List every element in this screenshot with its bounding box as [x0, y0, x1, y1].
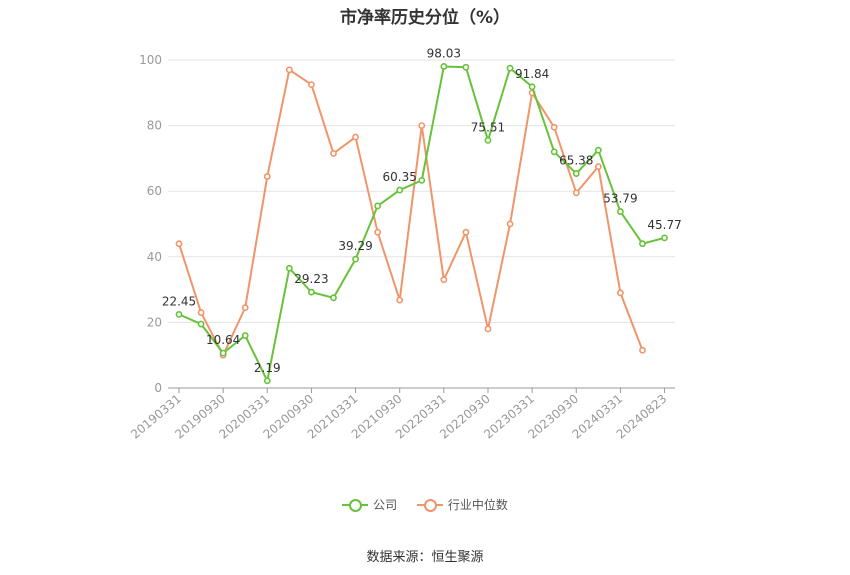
y-tick-label: 80 [147, 119, 162, 133]
data-point [462, 63, 470, 71]
data-label: 98.03 [427, 46, 461, 60]
chart-title: 市净率历史分位（%） [339, 8, 511, 28]
data-point [462, 228, 470, 236]
data-label: 65.38 [559, 154, 593, 168]
data-source-note: 数据来源：恒生聚源 [366, 550, 484, 565]
legend-item-industry-median[interactable]: 行业中位数 [416, 496, 508, 513]
data-point [661, 234, 668, 242]
data-point [572, 189, 580, 197]
y-tick-label: 60 [147, 184, 162, 198]
data-point [330, 150, 337, 157]
data-label: 29.23 [294, 272, 328, 286]
legend-industry-label: 行业中位数 [447, 498, 508, 512]
data-point [285, 264, 293, 272]
data-point [197, 320, 205, 328]
data-point [484, 136, 492, 144]
data-point [484, 325, 492, 333]
data-point [396, 186, 404, 194]
series-line-0 [178, 65, 665, 382]
data-label: 91.84 [515, 67, 549, 81]
data-point [352, 133, 359, 141]
data-point [550, 123, 558, 131]
data-point [506, 220, 514, 228]
y-tick-label: 20 [147, 315, 162, 329]
data-point [528, 83, 536, 91]
legend-company-marker-icon [342, 498, 369, 512]
y-tick-label: 100 [139, 53, 162, 67]
y-tick-label: 0 [154, 381, 162, 395]
data-point [197, 309, 205, 316]
data-point [594, 146, 602, 154]
data-point [308, 81, 315, 88]
data-point [639, 240, 646, 248]
data-label: 45.77 [647, 218, 681, 232]
data-point [352, 255, 359, 263]
data-point [550, 148, 558, 156]
data-label: 39.29 [338, 239, 372, 253]
legend-item-company[interactable]: 公司 [342, 496, 397, 513]
data-point [418, 176, 426, 184]
data-point [330, 294, 337, 302]
data-point [572, 170, 580, 177]
legend: 公司 行业中位数 [0, 496, 850, 515]
legend-company-label: 公司 [373, 498, 398, 512]
data-point [241, 332, 249, 339]
data-label: 10.64 [206, 333, 240, 347]
legend-industry-marker-icon [416, 498, 443, 512]
data-point [308, 288, 315, 296]
data-point [219, 349, 227, 357]
data-point [594, 163, 602, 170]
data-point [374, 202, 382, 210]
data-point [617, 208, 624, 215]
data-point [263, 377, 271, 385]
data-label: 75.51 [471, 120, 505, 134]
data-label: 60.35 [383, 170, 417, 184]
data-label: 22.45 [162, 294, 196, 308]
data-point [241, 304, 249, 312]
data-label: 53.79 [603, 192, 637, 206]
data-point [418, 122, 426, 129]
data-point [175, 240, 183, 248]
data-point [639, 346, 646, 354]
data-point [263, 173, 271, 180]
data-point [506, 64, 514, 72]
data-point [617, 289, 624, 297]
y-tick-label: 40 [147, 250, 162, 264]
data-point [440, 63, 448, 70]
series-line-1 [178, 68, 644, 357]
data-point [285, 66, 293, 74]
data-point [396, 296, 404, 304]
data-point [440, 276, 448, 284]
data-label: 2.19 [254, 361, 281, 375]
data-point [175, 310, 183, 318]
data-point [374, 228, 382, 236]
